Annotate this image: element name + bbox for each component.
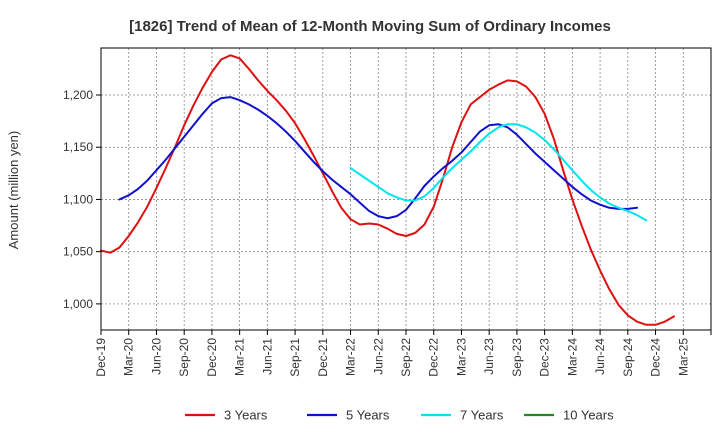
y-tick-label: 1,200 <box>63 88 93 102</box>
x-tick-label: Sep-20 <box>177 338 191 377</box>
series-line-7-years <box>349 123 648 222</box>
x-tick-label: Sep-21 <box>288 338 302 377</box>
x-tick-label: Mar-23 <box>454 338 468 376</box>
legend-label: 7 Years <box>460 408 504 423</box>
x-tick-label: Dec-21 <box>316 338 330 377</box>
x-tick-label: Mar-22 <box>344 338 358 376</box>
x-tick-label: Mar-20 <box>122 338 136 376</box>
x-tick-label: Jun-24 <box>593 338 607 375</box>
legend-label: 5 Years <box>346 408 390 423</box>
x-tick-label: Jun-21 <box>260 338 274 375</box>
x-tick-label: Mar-21 <box>233 338 247 376</box>
x-tick-labels: Dec-19 Mar-20 Jun-20 Sep-20 Dec-20 Mar-21 Jun-… <box>94 338 690 377</box>
y-tick-labels: 1,000 1,050 1,100 1,150 1,200 <box>63 88 93 311</box>
y-tick-label: 1,100 <box>63 192 93 206</box>
x-tick-label: Sep-22 <box>399 338 413 377</box>
x-tick-label: Dec-19 <box>94 338 108 377</box>
x-tick-label: Dec-22 <box>427 338 441 377</box>
y-axis-label: Amount (million yen) <box>6 131 21 250</box>
y-tick-label: 1,000 <box>63 297 93 311</box>
series-line-3-years <box>100 54 676 326</box>
chart-title: [1826] Trend of Mean of 12-Month Moving … <box>129 18 611 35</box>
series-lines <box>100 54 676 326</box>
x-tick-label: Jun-23 <box>482 338 496 375</box>
y-tick-label: 1,050 <box>63 245 93 259</box>
x-tick-label: Dec-23 <box>538 338 552 377</box>
x-tick-label: Mar-25 <box>676 338 690 376</box>
x-tick-label: Jun-22 <box>371 338 385 375</box>
x-tick-label: Dec-24 <box>649 338 663 377</box>
axes <box>96 47 712 335</box>
x-tick-label: Dec-20 <box>205 338 219 377</box>
x-tick-label: Sep-23 <box>510 338 524 377</box>
x-tick-label: Jun-20 <box>149 338 163 375</box>
grid-lines <box>100 48 712 330</box>
legend: 3 Years 5 Years 7 Years 10 Years <box>185 408 614 423</box>
legend-label: 3 Years <box>224 408 268 423</box>
x-tick-label: Sep-24 <box>621 338 635 377</box>
x-tick-label: Mar-24 <box>565 338 579 376</box>
series-line-5-years <box>118 96 639 220</box>
y-tick-label: 1,150 <box>63 140 93 154</box>
legend-label: 10 Years <box>563 408 614 423</box>
